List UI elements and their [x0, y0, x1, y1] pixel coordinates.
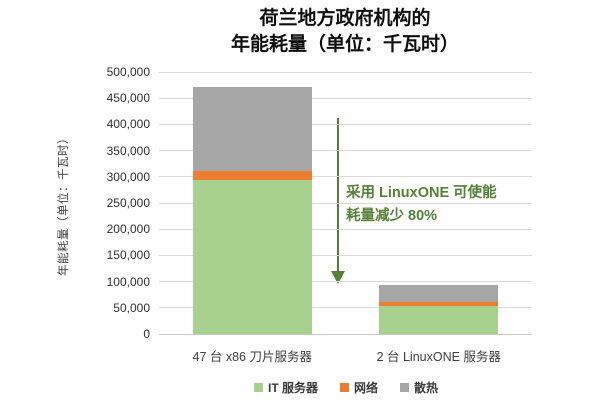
gridline: [159, 254, 532, 256]
annotation-line2: 耗量减少 80%: [346, 208, 438, 224]
bar-1-segment-cooling: [192, 86, 312, 172]
gridline: [159, 307, 532, 309]
x-category-label: 47 台 x86 刀片服务器: [192, 350, 312, 364]
legend-label-cooling: 散热: [414, 381, 439, 395]
y-tick-label: 200,000: [106, 222, 150, 237]
legend-swatch-network-icon: [339, 383, 349, 392]
down-arrow-line: [337, 118, 339, 272]
legend: IT 服务器 网络 散热: [160, 379, 532, 396]
x-category-label: 2 台 LinuxONE 服务器: [376, 350, 501, 364]
legend-swatch-cooling-icon: [400, 383, 409, 392]
gridline: [159, 123, 532, 125]
y-tick-label: 500,000: [106, 65, 150, 79]
legend-item-cooling: 散热: [400, 379, 438, 396]
y-tick-label: 0: [143, 327, 150, 341]
y-tick-label: 100,000: [106, 274, 150, 289]
chart-title-line1: 荷兰地方政府机构的: [259, 8, 431, 29]
gridline: [159, 281, 532, 283]
gridline: [159, 228, 532, 230]
bar-1-segment-network: [192, 171, 312, 181]
y-tick-label: 400,000: [106, 117, 150, 132]
y-tick-label: 450,000: [106, 91, 150, 106]
bar-1-segment-it-servers: [192, 180, 312, 334]
annotation-line1: 采用 LinuxONE 可使能: [346, 185, 497, 201]
gridline: [159, 333, 532, 335]
gridline: [159, 150, 532, 152]
annotation-callout: 采用 LinuxONE 可使能 耗量减少 80%: [346, 182, 536, 228]
gridline: [159, 202, 532, 204]
gridline: [159, 97, 532, 99]
bar-2-segment-network: [379, 301, 499, 307]
down-arrow-head-icon: [331, 271, 345, 284]
y-tick-label: 350,000: [106, 143, 150, 158]
legend-swatch-it-servers-icon: [253, 383, 263, 392]
legend-item-it-servers: IT 服务器: [253, 379, 318, 396]
bar-2-segment-it-servers: [379, 306, 499, 334]
bar-2-segment-cooling: [379, 285, 499, 302]
legend-item-network: 网络: [339, 379, 378, 396]
gridline: [159, 71, 532, 73]
y-tick-label: 50,000: [113, 300, 150, 315]
chart-title-line2: 年能耗量（单位：千瓦时）: [230, 34, 459, 55]
gridline: [159, 176, 532, 178]
legend-label-it-servers: IT 服务器: [267, 381, 318, 395]
y-tick-label: 250,000: [106, 196, 150, 210]
y-tick-label: 150,000: [106, 248, 150, 263]
legend-label-network: 网络: [353, 381, 378, 395]
chart-title: 荷兰地方政府机构的 年能耗量（单位：千瓦时）: [130, 6, 560, 58]
y-tick-label: 300,000: [106, 169, 150, 184]
